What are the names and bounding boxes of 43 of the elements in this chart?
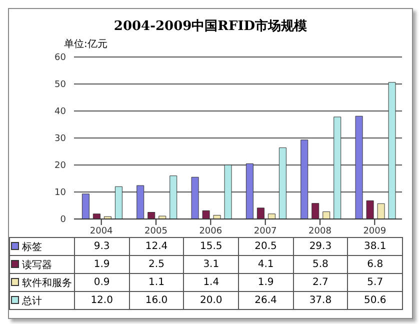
data-label: 37.8 bbox=[293, 292, 348, 310]
data-label: 12.4 bbox=[129, 238, 184, 256]
data-label: 5.7 bbox=[348, 274, 402, 292]
data-label: 1.9 bbox=[238, 274, 294, 292]
data-label: 26.4 bbox=[238, 292, 294, 310]
data-label: 16.0 bbox=[129, 292, 184, 310]
data-label: 6.8 bbox=[348, 256, 402, 274]
data-label: 2.5 bbox=[129, 256, 184, 274]
y-tick-label: 30 bbox=[54, 134, 66, 144]
legend-label: 软件和服务 bbox=[10, 274, 74, 292]
chart-title: 2004-2009中国RFID市场规模 bbox=[112, 18, 308, 36]
y-tick-label: 10 bbox=[54, 188, 66, 198]
y-tick-label: 0 bbox=[60, 215, 66, 226]
x-tick-label: 2005 bbox=[144, 226, 168, 236]
y-tick-label: 60 bbox=[54, 53, 66, 64]
data-label: 1.9 bbox=[74, 256, 130, 274]
x-tick-label: 2009 bbox=[363, 226, 386, 236]
y-axis-title: 单位:亿元 bbox=[64, 38, 108, 51]
data-label: 4.1 bbox=[238, 256, 294, 274]
x-tick-label: 2008 bbox=[308, 226, 332, 236]
x-tick-label: 2004 bbox=[90, 226, 114, 236]
data-label: 20.0 bbox=[184, 292, 238, 310]
data-label: 29.3 bbox=[293, 238, 348, 256]
y-tick-label: 20 bbox=[54, 161, 66, 172]
data-label: 3.1 bbox=[184, 256, 238, 274]
data-label: 2.7 bbox=[293, 274, 348, 292]
y-tick-label: 40 bbox=[54, 107, 66, 118]
data-label: 20.5 bbox=[238, 238, 294, 256]
y-tick-label: 50 bbox=[54, 80, 66, 90]
data-label: 5.8 bbox=[293, 256, 348, 274]
legend-label: 标签 bbox=[10, 238, 74, 256]
legend-label: 总计 bbox=[10, 292, 74, 310]
data-label: 15.5 bbox=[184, 238, 238, 256]
data-label: 1.4 bbox=[184, 274, 238, 292]
data-label: 1.1 bbox=[129, 274, 184, 292]
data-label: 0.9 bbox=[74, 274, 130, 292]
data-label: 9.3 bbox=[74, 238, 130, 256]
data-label: 12.0 bbox=[74, 292, 130, 310]
legend-label: 读写器 bbox=[10, 256, 74, 274]
data-label: 50.6 bbox=[348, 292, 402, 310]
x-tick-label: 2006 bbox=[199, 226, 222, 236]
x-tick-label: 2007 bbox=[254, 226, 277, 236]
data-label: 38.1 bbox=[348, 238, 402, 256]
